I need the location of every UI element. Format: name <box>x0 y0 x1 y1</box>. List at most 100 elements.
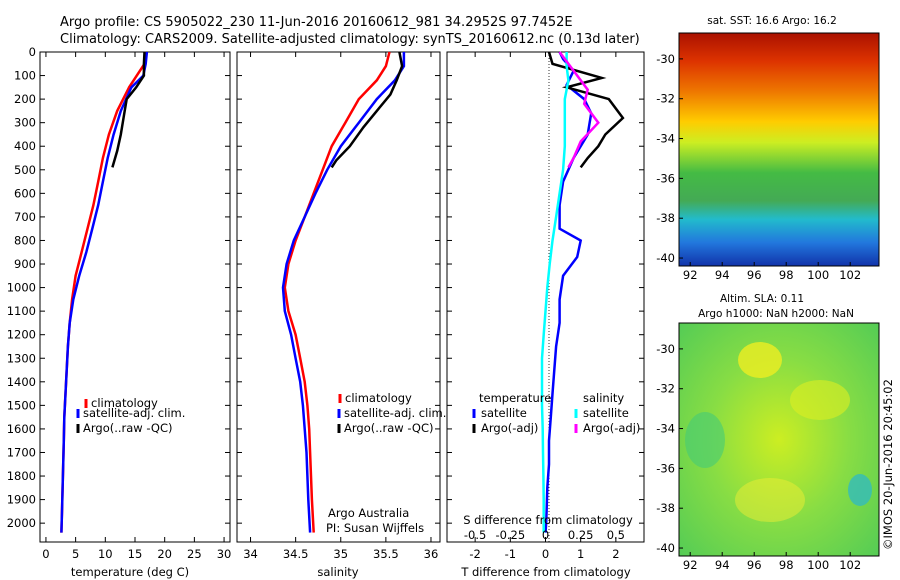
series-line <box>544 51 593 533</box>
depth-tick-label: 400 <box>14 139 36 153</box>
map-x-tick-label: 98 <box>779 558 794 572</box>
depth-tick-label: 1600 <box>7 422 36 436</box>
map-y-tick-label: -32 <box>656 92 675 106</box>
legend-label-t-argo: Argo(-adj) <box>481 421 538 435</box>
map-x-tick-label: 100 <box>807 268 829 282</box>
legend-label-argo: Argo(..raw -QC) <box>83 421 173 435</box>
depth-tick-label: 1400 <box>7 375 36 389</box>
sst-map-frame <box>678 32 880 267</box>
sla-map-frame <box>678 322 880 557</box>
difference-top-ticks: -0.5 -0.25 0 0.25 0.5 <box>464 528 625 542</box>
temperature-axes: 0 5 10 15 20 25 300100200300400500600700800900… <box>7 45 232 561</box>
s-diff-tick-label: 0.5 <box>607 528 625 542</box>
x-tick-label: 0 <box>42 547 49 561</box>
legend-label-t-satellite: satellite <box>481 406 527 420</box>
salinity-xlabel: salinity <box>317 565 358 579</box>
sst-map-title: sat. SST: 16.6 Argo: 16.2 <box>707 15 837 27</box>
map-x-tick-label: 96 <box>747 558 762 572</box>
map-y-tick-label: -36 <box>656 171 675 185</box>
x-tick-label: 35.5 <box>373 547 399 561</box>
legend-label-satellite: satellite-adj. clim. <box>83 406 185 420</box>
series-line <box>558 51 600 169</box>
series-line <box>283 51 391 533</box>
map-x-tick-label: 96 <box>747 268 762 282</box>
difference-top-xlabel: S difference from climatology <box>463 513 633 527</box>
difference-xlabel: T difference from climatology <box>460 565 631 579</box>
legend-label-s-argo: Argo(-adj) <box>583 421 640 435</box>
depth-tick-label: 800 <box>14 233 36 247</box>
x-tick-label: 36 <box>424 547 439 561</box>
difference-axes: -2 -1 0 1 2 <box>447 51 644 561</box>
salinity-panel-frame <box>236 51 441 543</box>
salinity-legend: climatology satellite-adj. clim. Argo(..… <box>337 391 446 435</box>
depth-tick-label: 200 <box>14 92 36 106</box>
sla-high-region <box>738 342 782 378</box>
x-tick-label: 34.5 <box>283 547 309 561</box>
legend-label-climatology: climatology <box>345 391 412 405</box>
s-diff-tick-label: 0 <box>542 528 549 542</box>
sst-map-axes: 92 94 96 98 100 102 -30 -32 -34 -36 -38 -40 <box>656 52 861 282</box>
map-y-tick-label: -30 <box>656 52 675 66</box>
map-x-tick-label: 98 <box>779 268 794 282</box>
x-tick-label: 20 <box>157 547 172 561</box>
map-y-tick-label: -30 <box>656 342 675 356</box>
depth-tick-label: 1900 <box>7 493 36 507</box>
header-line2: Climatology: CARS2009. Satellite-adjuste… <box>60 32 640 47</box>
series-line <box>60 51 149 533</box>
map-x-tick-label: 92 <box>683 558 698 572</box>
legend-label-argo: Argo(..raw -QC) <box>344 421 434 435</box>
sla-map-title1: Altim. SLA: 0.11 <box>720 293 804 305</box>
sla-map-axes: 92 94 96 98 100 102 -30 -32 -34 -36 -38 -40 <box>656 342 861 572</box>
sla-high-region <box>790 380 850 420</box>
map-x-tick-label: 92 <box>683 268 698 282</box>
series-line <box>330 51 404 169</box>
x-tick-label: 25 <box>187 547 202 561</box>
map-x-tick-label: 102 <box>839 268 861 282</box>
legend-title-salinity: salinity <box>583 391 624 405</box>
x-tick-label: 1 <box>577 547 584 561</box>
temperature-series <box>60 51 149 533</box>
depth-tick-label: 1100 <box>7 304 36 318</box>
temperature-xlabel: temperature (deg C) <box>71 565 189 579</box>
header-line1: Argo profile: CS 5905022_230 11-Jun-2016… <box>60 15 573 30</box>
x-tick-label: 30 <box>217 547 232 561</box>
map-x-tick-label: 102 <box>839 558 861 572</box>
sst-map-image <box>679 33 879 266</box>
credit-pi: PI: Susan Wijffels <box>326 521 424 535</box>
map-y-tick-label: -34 <box>656 422 675 436</box>
s-diff-tick-label: 0.25 <box>568 528 594 542</box>
map-y-tick-label: -32 <box>656 382 675 396</box>
x-tick-label: 15 <box>128 547 143 561</box>
legend-title-temperature: temperature <box>479 391 551 405</box>
s-diff-tick-label: -0.25 <box>495 528 525 542</box>
depth-tick-label: 1500 <box>7 398 36 412</box>
legend-label-climatology: climatology <box>91 396 158 410</box>
map-x-tick-label: 94 <box>715 268 730 282</box>
map-y-tick-label: -36 <box>656 461 675 475</box>
x-tick-label: 0 <box>542 547 549 561</box>
series-line <box>281 52 406 533</box>
x-tick-label: 2 <box>612 547 619 561</box>
sla-low-region <box>685 412 725 468</box>
map-y-tick-label: -40 <box>656 541 675 555</box>
depth-tick-label: 600 <box>14 186 36 200</box>
x-tick-label: -2 <box>469 547 480 561</box>
map-y-tick-label: -38 <box>656 211 675 225</box>
legend-label-s-satellite: satellite <box>583 406 629 420</box>
temperature-legend: climatology satellite-adj. clim. Argo(..… <box>76 396 185 435</box>
imos-credit: ©IMOS 20-Jun-2016 20:45:02 <box>881 379 895 550</box>
salinity-series <box>281 51 406 533</box>
map-y-tick-label: -34 <box>656 132 675 146</box>
x-tick-label: -1 <box>505 547 516 561</box>
sla-low-region <box>848 474 872 506</box>
map-y-tick-label: -40 <box>656 251 675 265</box>
temperature-panel-frame <box>39 51 231 543</box>
x-tick-label: 10 <box>98 547 113 561</box>
depth-tick-label: 2000 <box>7 516 36 530</box>
depth-tick-label: 1300 <box>7 351 36 365</box>
depth-tick-label: 1000 <box>7 281 36 295</box>
depth-tick-label: 1200 <box>7 328 36 342</box>
depth-tick-label: 1700 <box>7 445 36 459</box>
x-tick-label: 35 <box>333 547 348 561</box>
legend-label-satellite: satellite-adj. clim. <box>344 406 446 420</box>
